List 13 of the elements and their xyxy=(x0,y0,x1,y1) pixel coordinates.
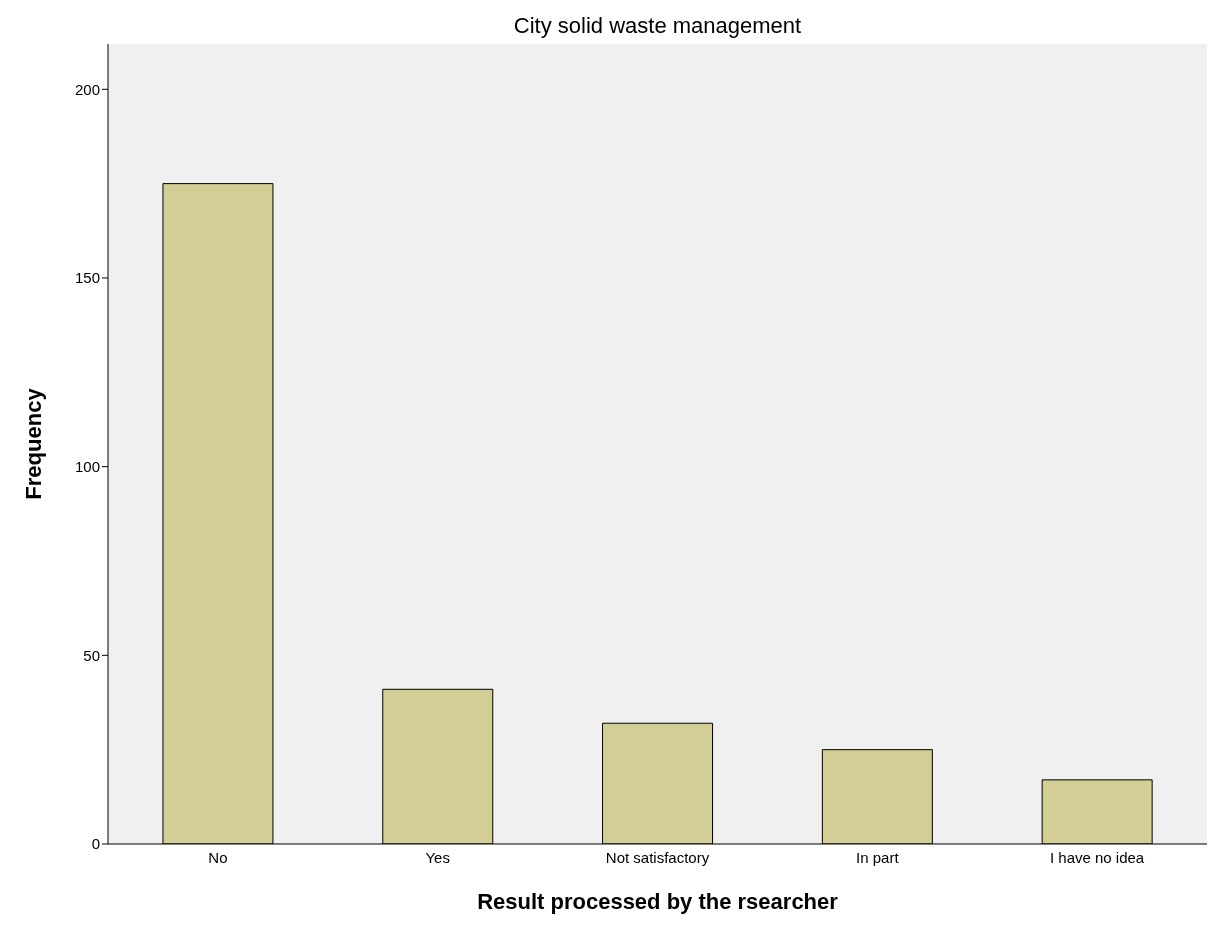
y-tick-label: 0 xyxy=(91,835,100,853)
x-tick-label: I have no idea xyxy=(1049,848,1145,866)
x-tick-label: In part xyxy=(856,848,900,866)
x-axis-title: Result processed by the rsearcher xyxy=(477,889,839,914)
x-tick-label: Not satisfactory xyxy=(605,848,710,866)
chart-title: City solid waste management xyxy=(512,12,803,40)
y-tick-label: 100 xyxy=(74,457,100,475)
x-tick-label: Yes xyxy=(425,848,450,866)
y-tick-label: 150 xyxy=(74,269,100,287)
y-tick-label: 50 xyxy=(83,646,100,664)
x-tick-label: No xyxy=(208,848,228,866)
y-tick-label: 200 xyxy=(74,80,100,98)
y-axis-title: Frequency xyxy=(20,387,46,500)
